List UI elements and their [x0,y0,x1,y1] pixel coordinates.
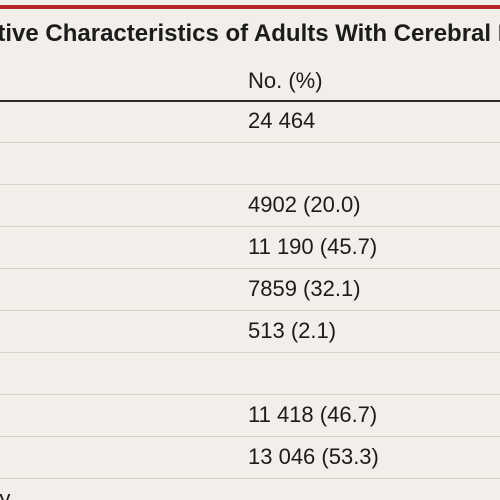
row-value: 7859 (32.1) [248,276,500,302]
table-row: 513 (2.1) [0,310,500,353]
row-value: 24 464 [248,108,500,134]
row-label: nts [0,108,248,134]
row-label: hnicity [0,486,248,500]
table-row: 13 046 (53.3) [0,436,500,479]
table-fragment: { "style": { "background_color": "#f2eee… [0,0,500,500]
table-title: scriptive Characteristics of Adults With… [0,20,500,48]
row-label: y [0,150,248,176]
table-row: 4902 (20.0) [0,184,500,227]
row-value: 11 418 (46.7) [248,402,500,428]
table-row: hnicity [0,478,500,500]
table-row: 11 418 (46.7) [0,394,500,437]
row-value: 513 (2.1) [248,318,500,344]
table-row [0,352,500,395]
table-row: 11 190 (45.7) [0,226,500,269]
column-header-no-pct: No. (%) [248,68,500,100]
row-value: 11 190 (45.7) [248,234,500,260]
row-value: 13 046 (53.3) [248,444,500,470]
table-row: nts24 464 [0,100,500,143]
column-header-characteristic: tic [0,68,248,100]
table-top-rule [0,5,500,9]
table-row: y [0,142,500,185]
table-row: 7859 (32.1) [0,268,500,311]
table-header-row: tic No. (%) [0,60,500,102]
row-value: 4902 (20.0) [248,192,500,218]
